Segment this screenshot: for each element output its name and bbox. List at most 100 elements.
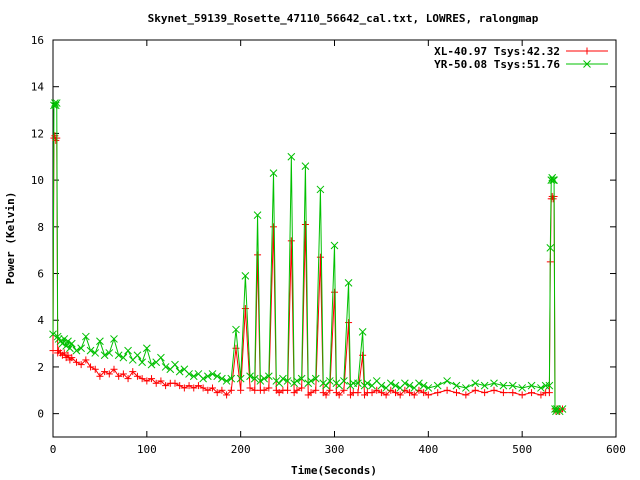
series-2-point: [363, 379, 372, 388]
series-1-point: [180, 384, 188, 392]
series-2-point: [91, 349, 100, 357]
y-axis-label: Power (Kelvin): [4, 192, 17, 285]
series-2-point: [189, 372, 198, 381]
series-2-point: [552, 407, 560, 416]
series-1-point: [105, 370, 113, 378]
series-2-point: [264, 372, 273, 381]
series-1-point: [322, 391, 330, 399]
series-1-point: [518, 391, 526, 399]
series-2-point: [471, 379, 480, 388]
series-2-point: [175, 367, 184, 376]
series-2-point: [499, 381, 508, 390]
series-2-point: [415, 379, 423, 388]
series-1-point: [119, 370, 127, 378]
series-1-point: [176, 382, 184, 390]
series-1-point: [396, 391, 404, 399]
series-1-point: [194, 382, 202, 390]
series-1-point: [199, 384, 207, 392]
series-2-point: [311, 374, 320, 383]
series-2-point: [142, 344, 151, 353]
series-2-point: [241, 272, 250, 280]
series-1-point: [377, 389, 385, 397]
series-2-point: [307, 377, 315, 385]
series-2-point: [405, 381, 414, 390]
series-2-point: [537, 384, 545, 392]
series-1-point: [284, 386, 292, 394]
series-2-point: [508, 381, 517, 390]
series-1-point: [420, 389, 428, 397]
series-2-point: [391, 381, 400, 390]
series-2-point: [386, 379, 395, 388]
series-2-point: [157, 353, 165, 362]
series-1-point: [326, 386, 334, 394]
series-1-point: [537, 391, 545, 399]
chart-title: Skynet_59139_Rosette_47110_56642_cal.txt…: [148, 12, 539, 25]
series-2-point: [325, 377, 334, 385]
legend-label: XL-40.97 Tsys:42.32: [434, 45, 560, 58]
series-2-point: [283, 377, 292, 385]
series-2-point: [222, 377, 231, 385]
legend-label: YR-50.08 Tsys:51.76: [434, 58, 560, 71]
series-1-point: [490, 386, 498, 394]
series-2-point: [377, 381, 386, 390]
series-2-point: [119, 353, 128, 362]
x-tick-label: 400: [418, 443, 438, 456]
series-2-point: [480, 381, 489, 390]
series-1: [49, 132, 567, 415]
series-1-point: [204, 386, 212, 394]
series-2-point: [96, 337, 104, 346]
series-1-point: [410, 391, 418, 399]
y-tick-label: 4: [37, 314, 44, 327]
series-2-point: [64, 337, 72, 346]
series-1-point: [287, 237, 295, 245]
series-2-point: [424, 384, 433, 392]
series-2-point: [51, 101, 60, 110]
series-1-point: [115, 372, 123, 380]
series-1-point: [124, 375, 132, 383]
y-tick-label: 16: [31, 34, 44, 47]
series-1-point: [298, 384, 306, 392]
series-2-point: [433, 381, 442, 390]
series-2-point: [558, 405, 567, 413]
series-2-point: [250, 374, 259, 383]
series-2-point: [527, 381, 536, 390]
series-2-point: [358, 328, 367, 336]
series-2-point: [203, 372, 212, 381]
series-2-point: [269, 169, 278, 177]
series-2-point: [551, 405, 559, 413]
series-2-point: [330, 241, 339, 250]
series-2-point: [462, 384, 470, 392]
series-2-point: [51, 99, 59, 107]
series-2-point: [133, 351, 142, 360]
series-2: [49, 99, 567, 416]
series-2-point: [546, 243, 555, 252]
series-2-point: [86, 346, 95, 355]
series-1-point: [509, 389, 517, 397]
series-1-point: [241, 305, 249, 313]
series-2-point: [260, 374, 268, 383]
series-1-point: [223, 391, 231, 399]
series-2-point: [545, 381, 554, 390]
series-1-point: [185, 382, 193, 390]
series-2-point: [60, 335, 69, 343]
series-1-point: [138, 375, 146, 383]
series-1-point: [312, 386, 320, 394]
series-2-point: [199, 374, 207, 383]
series-2-point: [322, 381, 330, 390]
x-tick-label: 600: [606, 443, 626, 456]
series-1-point: [270, 223, 278, 231]
series-1-point: [72, 358, 80, 366]
series-2-point: [253, 211, 262, 220]
series-1-point: [133, 372, 141, 380]
legend-swatch-marker: [583, 47, 591, 55]
series-2-point: [213, 372, 222, 381]
series-2-point: [293, 377, 301, 385]
series-2-point: [227, 374, 236, 383]
series-1-point: [354, 389, 362, 397]
x-tick-label: 200: [231, 443, 251, 456]
series-1-point: [481, 389, 489, 397]
series-1-point: [275, 389, 283, 397]
series-1-point: [462, 391, 470, 399]
